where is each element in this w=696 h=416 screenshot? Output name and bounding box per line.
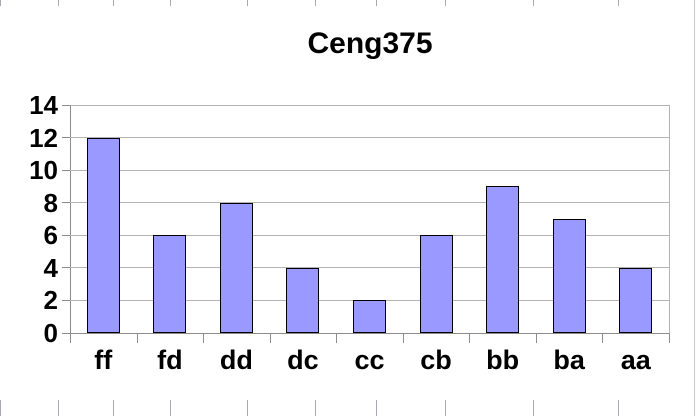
gridline-4: [70, 267, 669, 269]
x-axis-tick-3: [269, 334, 271, 343]
cell-border-tick-bottom: [445, 400, 446, 416]
cell-border-line-right: [694, 0, 695, 416]
x-axis-label-ff: ff: [94, 345, 113, 375]
x-axis-tick-8: [602, 334, 604, 343]
y-axis-label-2: 2: [43, 285, 58, 316]
x-axis-tick-0: [70, 334, 71, 343]
cell-border-tick-bottom: [170, 400, 171, 416]
bar-ff: [86, 137, 120, 333]
gridline-10: [70, 169, 669, 171]
bar-dd: [219, 202, 253, 333]
cell-border-tick-top: [58, 0, 59, 6]
y-axis-tick-12: [62, 137, 70, 139]
cell-border-tick-bottom: [113, 400, 114, 416]
cell-border-tick-bottom: [618, 400, 619, 416]
bar-fd: [153, 235, 187, 333]
cell-border-tick-bottom: [58, 400, 59, 416]
gridline-12: [70, 137, 669, 139]
bar-cb: [419, 235, 453, 333]
cell-border-tick-bottom: [376, 400, 377, 416]
y-axis-label-6: 6: [43, 220, 58, 251]
y-axis-label-8: 8: [43, 187, 58, 218]
y-axis-tick-8: [62, 202, 70, 204]
x-axis-tick-6: [469, 334, 471, 343]
y-axis-label-14: 14: [29, 90, 58, 120]
bar-aa: [619, 267, 653, 333]
x-axis-tick-9: [669, 334, 670, 343]
x-axis-label-cc: cc: [354, 345, 385, 375]
x-axis-label-dc: dc: [287, 345, 319, 375]
cell-border-tick-top: [618, 0, 619, 6]
x-axis-tick-5: [402, 334, 404, 343]
y-axis-tick-4: [62, 267, 70, 269]
bar-dc: [286, 267, 320, 333]
cell-border-tick-bottom: [315, 400, 316, 416]
y-axis-label-0: 0: [43, 318, 58, 348]
cell-border-tick-bottom: [247, 400, 248, 416]
y-axis-tick-6: [62, 234, 70, 236]
y-axis-label-10: 10: [29, 155, 58, 186]
y-axis-label-4: 4: [43, 252, 58, 283]
x-axis-tick-1: [136, 334, 138, 343]
cell-border-tick-top: [533, 0, 534, 6]
chart-title: Ceng375: [307, 27, 433, 60]
cell-border-tick-bottom: [533, 400, 534, 416]
x-axis-label-aa: aa: [620, 345, 651, 375]
x-axis-tick-2: [203, 334, 205, 343]
x-axis-label-ba: ba: [553, 345, 585, 375]
cell-border-tick-top: [170, 0, 171, 6]
y-axis-tick-10: [62, 169, 70, 171]
cell-border-tick-top: [247, 0, 248, 6]
y-axis-tick-2: [62, 299, 70, 301]
cell-border-tick-top: [315, 0, 316, 6]
bar-cc: [353, 300, 386, 333]
cell-border-tick-top: [445, 0, 446, 6]
bar-ba: [552, 219, 586, 333]
x-axis-tick-7: [535, 334, 537, 343]
cell-border-tick-top: [113, 0, 114, 6]
y-axis-tick-14: [62, 104, 70, 106]
bar-bb: [486, 186, 520, 333]
x-axis-tick-4: [336, 334, 338, 343]
x-axis-label-fd: fd: [157, 345, 183, 375]
x-axis-label-dd: dd: [219, 345, 253, 375]
gridline-6: [70, 234, 669, 236]
x-axis-label-bb: bb: [486, 345, 520, 375]
cell-border-tick-top: [0, 0, 1, 6]
cell-border-tick-top: [376, 0, 377, 6]
gridline-8: [70, 202, 669, 204]
x-axis-label-cb: cb: [420, 345, 452, 375]
cell-border-tick-bottom: [0, 400, 1, 416]
y-axis-tick-0: [62, 332, 70, 334]
y-axis-label-12: 12: [29, 122, 58, 153]
